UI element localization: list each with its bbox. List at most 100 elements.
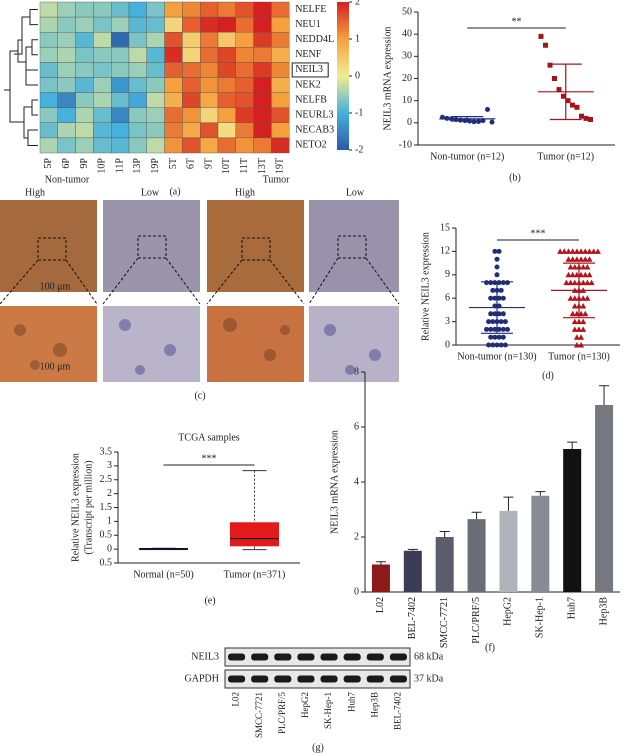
- heatmap-cell: [75, 77, 94, 93]
- data-point: [498, 287, 504, 293]
- blot: [224, 669, 411, 689]
- band: [228, 675, 246, 683]
- data-point: [565, 256, 572, 262]
- heatmap-cell: [164, 1, 183, 18]
- data-point: [488, 311, 494, 317]
- band: [251, 653, 269, 661]
- band: [343, 653, 361, 661]
- heatmap-cell: [110, 137, 130, 154]
- x-tick-label: L02: [375, 597, 386, 613]
- bar: [531, 495, 550, 592]
- heatmap-cell: [253, 92, 272, 108]
- panel-header: Tumor: [263, 174, 291, 185]
- data-point: [578, 256, 585, 262]
- band: [366, 653, 384, 661]
- scale-bar: 100 μm: [40, 361, 71, 372]
- heatmap-cell: [93, 77, 112, 93]
- heatmap-cell: [217, 1, 236, 18]
- y-tick-label: 30: [402, 51, 412, 62]
- row-label: NEDD4L: [295, 34, 334, 45]
- data-point: [578, 342, 585, 348]
- bar: [595, 405, 614, 592]
- data-point: [573, 334, 580, 340]
- heatmap-cell: [271, 1, 290, 18]
- heatmap-cell: [164, 137, 183, 154]
- y-tick-label: 10: [402, 95, 412, 106]
- heatmap-cell: [271, 122, 290, 139]
- y-tick-label: 9: [445, 269, 450, 280]
- column-label: 6P: [61, 158, 72, 169]
- colorbar: [337, 2, 349, 150]
- panel-label: (d): [542, 370, 554, 381]
- row-highlight: [291, 62, 329, 78]
- band: [366, 675, 384, 683]
- heatmap-cell: [93, 32, 112, 48]
- x-tick-label: HepG2: [503, 597, 514, 626]
- heatmap-cell: [253, 77, 272, 93]
- heatmap-cell: [271, 32, 290, 48]
- data-point: [500, 326, 506, 332]
- band: [297, 675, 315, 683]
- data-point: [484, 326, 489, 332]
- heatmap-cell: [110, 92, 130, 108]
- heatmap-cell: [128, 47, 147, 63]
- heatmap-cell: [146, 92, 165, 108]
- data-point: [578, 334, 585, 340]
- heatmap-cell: [235, 32, 254, 48]
- data-point: [538, 33, 544, 39]
- y-tick-label: 3: [107, 460, 112, 471]
- heatmap-cell: [253, 16, 272, 33]
- bar: [467, 519, 486, 592]
- heatmap-cell: [93, 62, 112, 78]
- heatmap-cell: [128, 16, 147, 33]
- band: [343, 675, 361, 683]
- row-label: NELFB: [295, 94, 327, 105]
- data-point: [471, 119, 477, 125]
- y-axis-label: NEIL3 mRNA expression: [382, 27, 393, 131]
- data-point: [580, 279, 587, 286]
- y-tick-label: 2: [354, 531, 359, 542]
- y-tick-label: 4: [354, 476, 359, 487]
- data-point: [502, 319, 508, 325]
- data-point: [561, 248, 568, 254]
- data-point: [552, 76, 557, 81]
- heatmap-cell: [235, 92, 254, 108]
- heatmap-cell: [128, 77, 147, 93]
- lane-label: PLC/PRF/5: [277, 692, 287, 735]
- data-point: [489, 119, 495, 125]
- data-point: [488, 295, 494, 301]
- band: [251, 675, 269, 683]
- column-label: 10T: [221, 158, 232, 174]
- heatmap-cell: [253, 137, 272, 154]
- data-point: [492, 248, 498, 254]
- data-point: [578, 248, 585, 254]
- panel-label: (b): [509, 172, 521, 183]
- data-point: [580, 295, 587, 301]
- y-tick-label: 0: [445, 339, 450, 350]
- data-point: [505, 326, 510, 332]
- data-point: [584, 295, 591, 301]
- heatmap-cell: [182, 32, 201, 48]
- column-label: 13P: [132, 158, 143, 174]
- heatmap-cell: [182, 47, 201, 63]
- heatmap-cell: [235, 62, 254, 78]
- heatmap-cell: [164, 32, 183, 48]
- y-axis-label: Relative NEIL3 expression: [70, 453, 81, 562]
- column-label: 11P: [114, 158, 125, 174]
- y-tick-label: 0.5: [100, 557, 113, 568]
- heatmap-cell: [75, 92, 94, 108]
- column-label: 9P: [79, 158, 90, 169]
- column-header: High: [25, 187, 45, 198]
- heatmap-cell: [39, 1, 58, 18]
- data-point: [586, 256, 593, 262]
- column-header: High: [235, 187, 255, 198]
- colorbar-tick-label: 1: [355, 33, 360, 44]
- heatmap-cell: [93, 137, 112, 154]
- heatmap-cell: [39, 137, 58, 154]
- heatmap-cell: [271, 77, 290, 93]
- y-tick-label: 6: [354, 421, 359, 432]
- band: [320, 653, 338, 661]
- x-tick-label: BEL-7402: [407, 597, 418, 639]
- heatmap-cell: [164, 122, 183, 139]
- colorbar-tick-label: 0: [355, 70, 360, 81]
